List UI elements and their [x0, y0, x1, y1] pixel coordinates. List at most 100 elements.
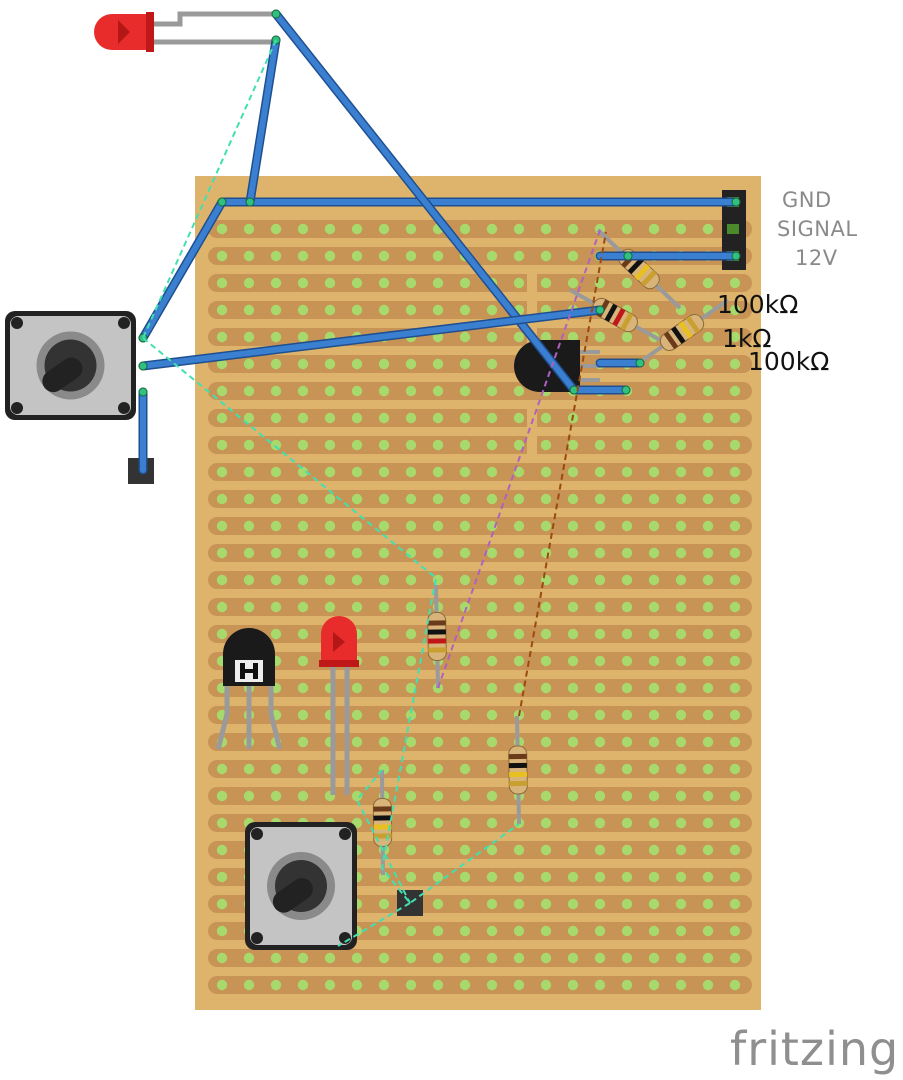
strip-hole — [648, 385, 660, 397]
strip-hole — [270, 628, 282, 640]
strip-hole — [594, 736, 606, 748]
strip-hole — [513, 601, 525, 613]
strip-hole — [243, 412, 255, 424]
strip-hole — [459, 979, 471, 991]
strip-hole — [594, 925, 606, 937]
strip-hole — [486, 979, 498, 991]
strip-hole — [702, 952, 714, 964]
strip-hole — [324, 601, 336, 613]
strip-hole — [702, 979, 714, 991]
strip-hole — [351, 250, 363, 262]
strip-hole — [486, 817, 498, 829]
strip-hole — [729, 628, 741, 640]
strip-hole — [702, 817, 714, 829]
strip-hole — [459, 682, 471, 694]
strip-hole — [216, 628, 228, 640]
strip-hole — [324, 304, 336, 316]
strip-hole — [648, 736, 660, 748]
strip-hole — [243, 574, 255, 586]
strip-hole — [594, 547, 606, 559]
copper-strip — [208, 787, 752, 805]
strip-hole — [432, 952, 444, 964]
strip-hole — [702, 709, 714, 721]
strip-hole — [540, 925, 552, 937]
strip-hole — [378, 358, 390, 370]
wire-endpoint — [138, 361, 148, 371]
strip-hole — [621, 871, 633, 883]
strip-hole — [459, 628, 471, 640]
strip-hole — [675, 493, 687, 505]
strip-hole — [297, 358, 309, 370]
strip-hole — [594, 628, 606, 640]
strip-hole — [459, 304, 471, 316]
strip-hole — [540, 250, 552, 262]
strip-hole — [432, 412, 444, 424]
strip-hole — [648, 844, 660, 856]
strip-hole — [567, 223, 579, 235]
strip-hole — [513, 493, 525, 505]
strip-hole — [351, 952, 363, 964]
strip-hole — [243, 466, 255, 478]
strip-hole — [297, 601, 309, 613]
strip-hole — [243, 763, 255, 775]
strip-hole — [648, 547, 660, 559]
strip-hole — [459, 655, 471, 667]
strip-hole — [351, 304, 363, 316]
parts — [5, 11, 746, 950]
strip-hole — [648, 979, 660, 991]
strip-hole — [513, 628, 525, 640]
strip-hole — [405, 790, 417, 802]
strip-hole — [621, 790, 633, 802]
strip-hole — [324, 439, 336, 451]
strip-hole — [675, 871, 687, 883]
strip-hole — [351, 763, 363, 775]
strip-hole — [270, 331, 282, 343]
strip-hole — [594, 844, 606, 856]
resistor-body — [372, 797, 393, 848]
resistor-band — [620, 312, 634, 331]
led-lead — [150, 11, 275, 27]
strip-hole — [324, 547, 336, 559]
pot-shaft — [272, 878, 313, 913]
copper-strip — [208, 355, 752, 373]
strip-hole — [297, 682, 309, 694]
strip-hole — [567, 844, 579, 856]
strip-hole — [297, 979, 309, 991]
strip-hole — [243, 304, 255, 316]
strip-hole — [270, 439, 282, 451]
resistor-band — [678, 321, 693, 339]
resistor-band — [428, 647, 447, 653]
strip-hole — [216, 520, 228, 532]
connector-label-12v: 12V — [795, 246, 838, 270]
strip-hole — [216, 790, 228, 802]
strip-hole — [513, 439, 525, 451]
strip-hole — [621, 925, 633, 937]
resistor-label-100k-a: 100kΩ — [717, 290, 799, 319]
wire-endpoint — [271, 9, 281, 19]
strip-hole — [486, 844, 498, 856]
strip-hole — [675, 709, 687, 721]
fritzing-logo: fritzing — [730, 1022, 900, 1076]
strip-hole — [675, 628, 687, 640]
strip-hole — [243, 493, 255, 505]
strip-hole — [621, 763, 633, 775]
strip-hole — [378, 439, 390, 451]
pot-shaft — [42, 357, 83, 393]
led-mark — [333, 632, 345, 652]
strip-cut — [527, 273, 537, 293]
strip-hole — [405, 493, 417, 505]
strip-hole — [216, 412, 228, 424]
strip-hole — [648, 520, 660, 532]
strip-hole — [702, 493, 714, 505]
strip-hole — [567, 601, 579, 613]
strip-hole — [297, 520, 309, 532]
strip-hole — [459, 331, 471, 343]
strip-cut — [527, 300, 537, 320]
strip-hole — [243, 223, 255, 235]
strip-hole — [243, 250, 255, 262]
strip-hole — [540, 763, 552, 775]
strip-hole — [729, 439, 741, 451]
strip-hole — [297, 709, 309, 721]
strip-hole — [216, 466, 228, 478]
strip-hole — [729, 304, 741, 316]
